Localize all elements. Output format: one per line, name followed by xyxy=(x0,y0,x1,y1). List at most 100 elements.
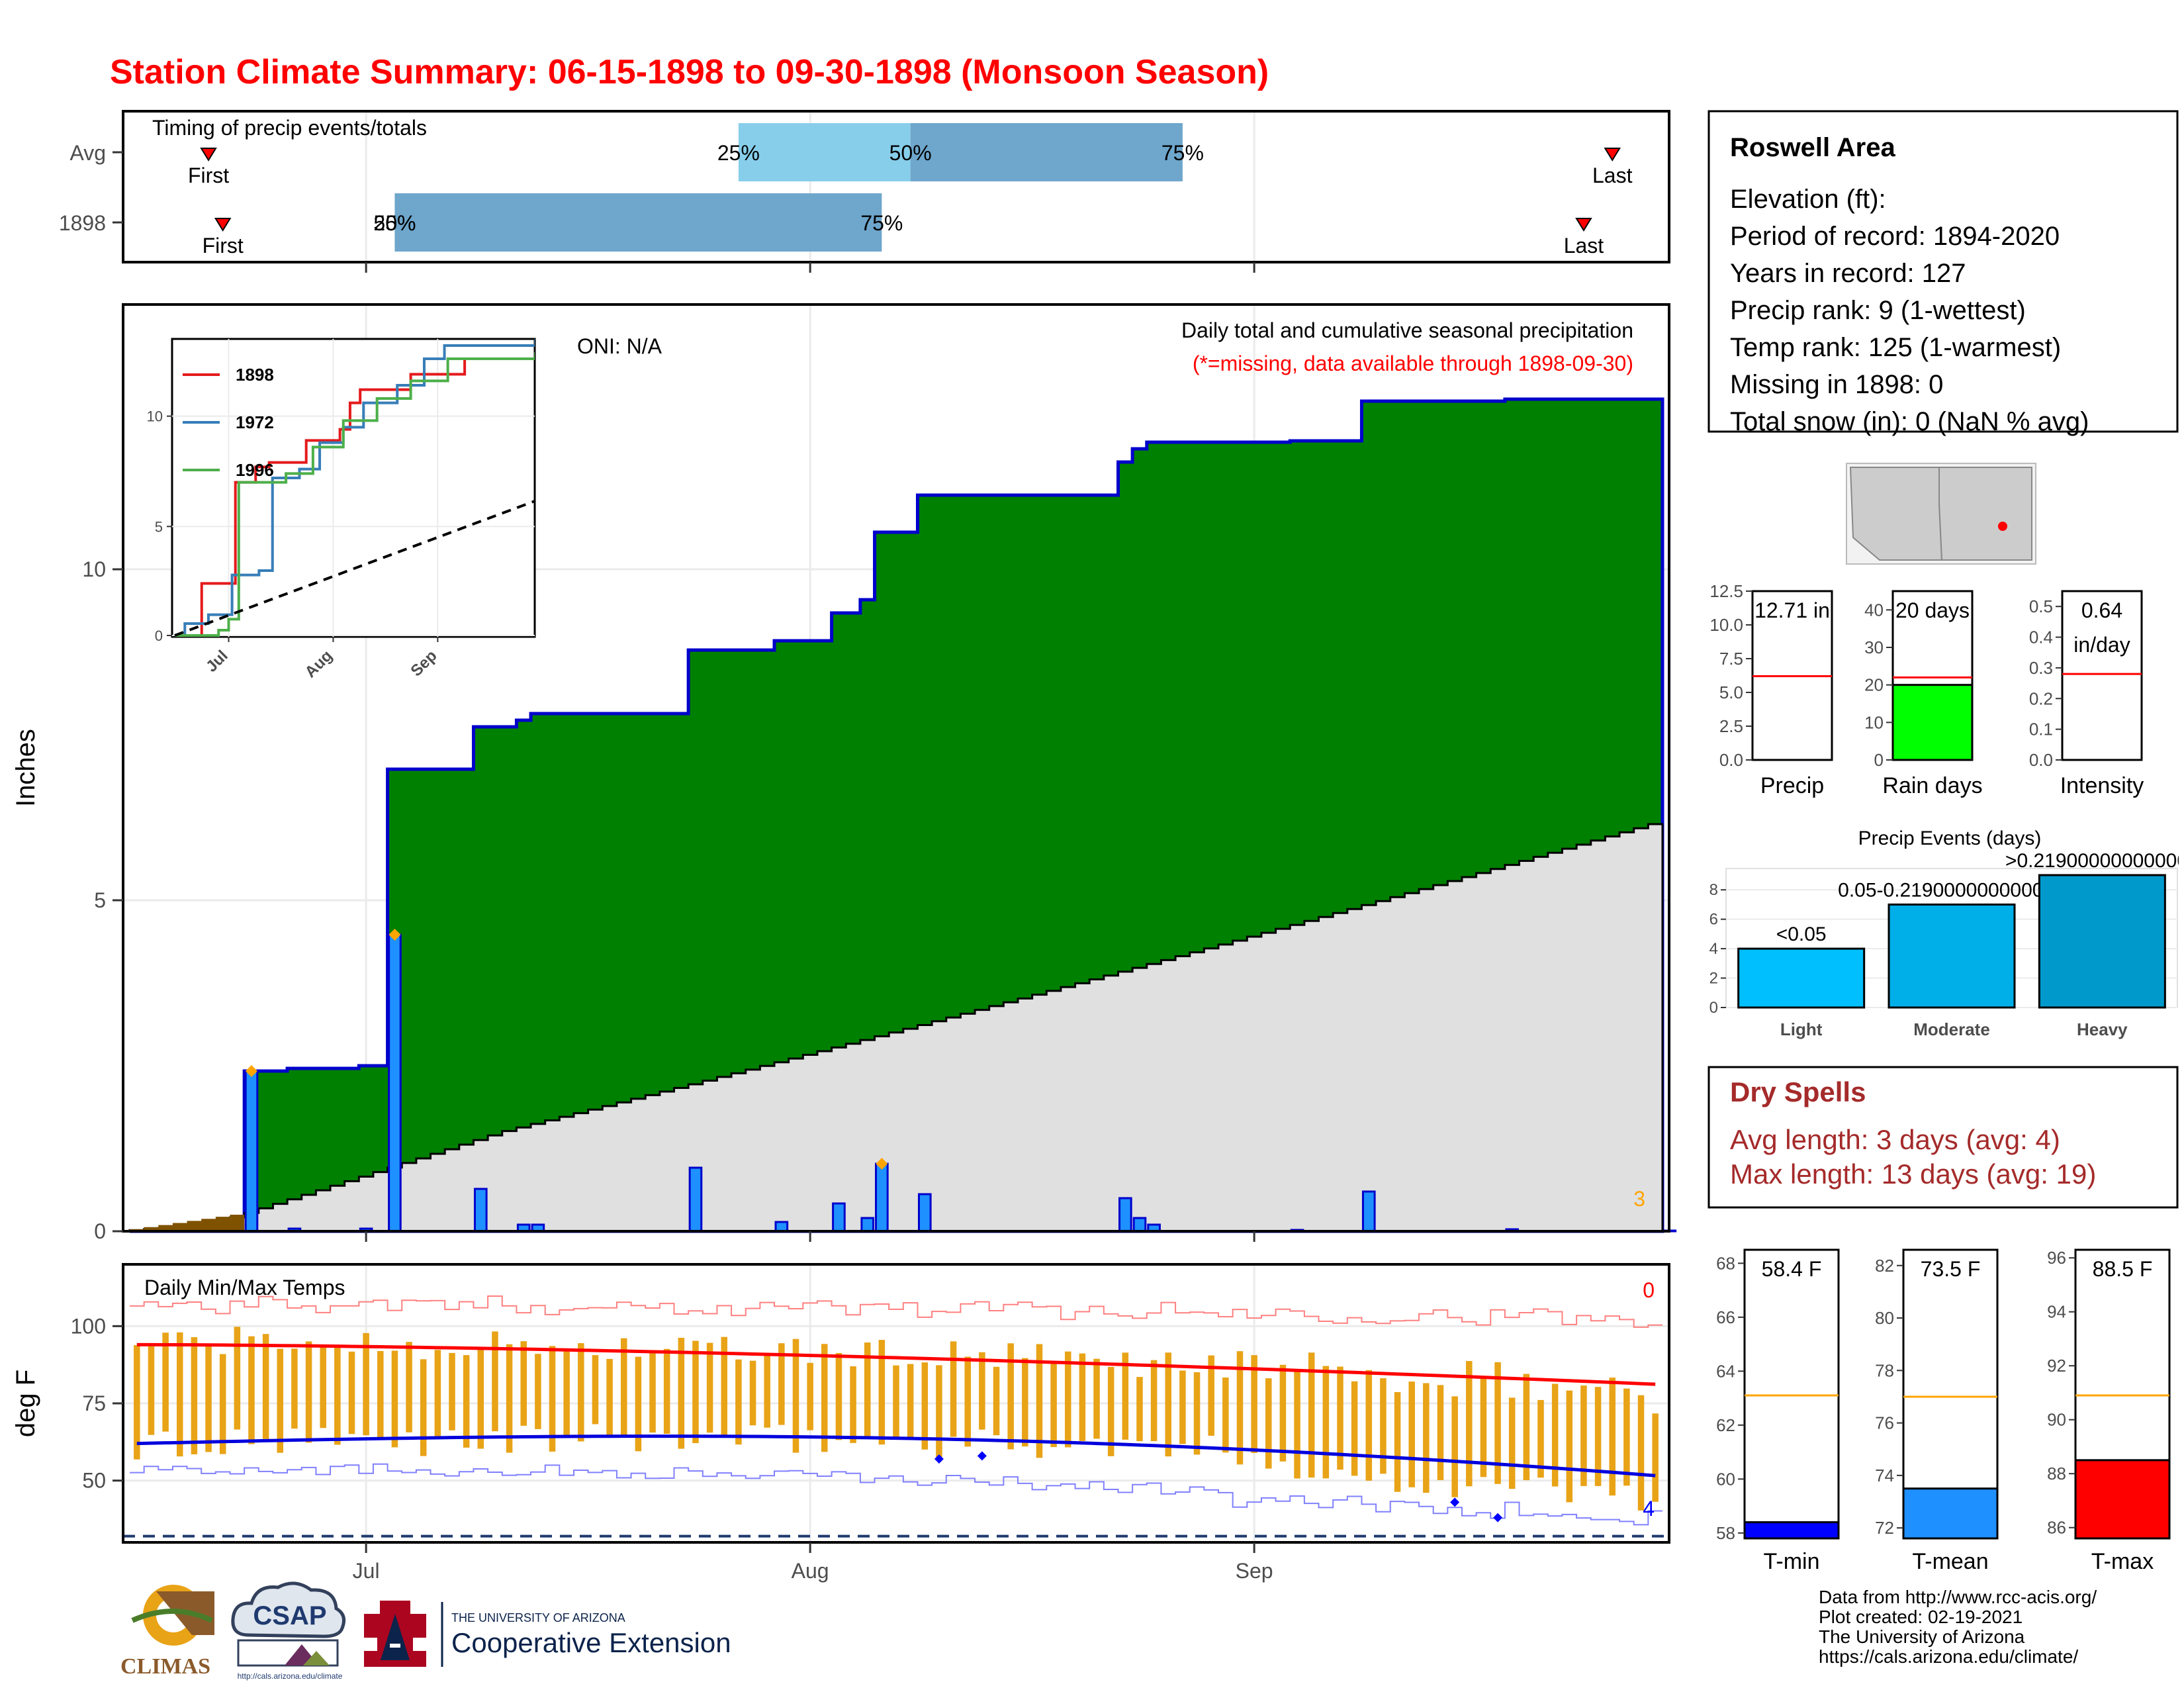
daily-temp-range-bar xyxy=(1609,1378,1616,1496)
tmean-gauge-tick-label: 74 xyxy=(1875,1466,1894,1485)
intensity-gauge-value-label-2: in/day xyxy=(2073,633,2130,657)
timing-year-first-label: First xyxy=(203,234,244,258)
tmean-gauge-value-label: 73.5 F xyxy=(1921,1257,1981,1281)
tmin-gauge-label: T-min xyxy=(1764,1549,1820,1574)
daily-temp-range-bar xyxy=(864,1342,871,1437)
tmax-gauge-tick-label: 92 xyxy=(2047,1356,2066,1376)
tmax-gauge: 86 88 90 92 94 96 88.5 F T-max xyxy=(2047,1248,2171,1574)
precip-events-tick-label: 2 xyxy=(1709,970,1718,988)
timing-avg-p25-label: 25% xyxy=(717,141,760,165)
daily-temp-range-bar xyxy=(1279,1364,1287,1462)
precip-events-title: Precip Events (days) xyxy=(1858,827,2042,849)
daily-temp-range-bar xyxy=(506,1344,513,1453)
daily-temp-range-bar xyxy=(535,1354,541,1429)
daily-temp-range-bar xyxy=(1136,1377,1143,1442)
record-high-line xyxy=(130,1295,1662,1328)
daily-temp-range-bar xyxy=(1351,1381,1358,1476)
daily-temp-range-bar xyxy=(635,1356,642,1452)
precip-events-bar-label: <0.05 xyxy=(1776,923,1827,945)
raindays-gauge-tick-label: 40 xyxy=(1864,600,1884,620)
tmin-gauge-frame xyxy=(1743,1248,1840,1540)
tmean-gauge-tick-label: 82 xyxy=(1875,1256,1894,1276)
daily-temp-range-bar xyxy=(1365,1370,1373,1481)
precip-gauge-value-label: 12.71 in xyxy=(1754,598,1830,622)
timing-row-year: 1898 xyxy=(59,211,106,235)
tmin-gauge: 58 60 62 64 66 68 58.4 F T-min xyxy=(1716,1248,1840,1574)
daily-temp-range-bar xyxy=(1423,1383,1430,1493)
daily-precip-bar xyxy=(473,1188,488,1233)
daily-temp-range-bar xyxy=(1594,1387,1602,1486)
timing-year-last-label: Last xyxy=(1564,234,1604,258)
tmax-gauge-tick-label: 90 xyxy=(2047,1410,2066,1430)
daily-temp-range-bar xyxy=(363,1333,369,1436)
daily-temp-range-bar xyxy=(449,1352,455,1430)
csap-logo-text: CSAP xyxy=(253,1601,326,1630)
daily-temp-range-bar xyxy=(1394,1391,1401,1492)
daily-temp-range-bar xyxy=(463,1355,470,1448)
daily-temp-range-bar xyxy=(592,1355,599,1425)
inset-series-line-1972 xyxy=(175,339,535,637)
precip-gauge-tick-label: 2.5 xyxy=(1719,716,1743,736)
station-info-box: Roswell Area Elevation (ft): Period of re… xyxy=(1707,110,2179,436)
record-low-line xyxy=(130,1463,1662,1526)
daily-temp-range-bar xyxy=(893,1365,899,1440)
daily-temp-range-bar xyxy=(1251,1355,1257,1454)
precip-events-tick-label: 6 xyxy=(1709,911,1718,929)
precip-gauge-tick-label: 7.5 xyxy=(1719,649,1743,669)
temp-y-tick-label: 50 xyxy=(82,1469,106,1493)
station-line-6: Missing in 1898: 0 xyxy=(1730,370,1943,399)
temp-ylabel: deg F xyxy=(11,1370,40,1437)
ua-logo: THE UNIVERSITY OF ARIZONA Cooperative Ex… xyxy=(364,1601,731,1667)
daily-temp-range-bar xyxy=(549,1346,556,1452)
main-corner-count: 3 xyxy=(1633,1187,1645,1211)
timing-avg-bar-50-75 xyxy=(910,123,1183,181)
daily-temp-range-bar xyxy=(1451,1396,1458,1497)
temp-x-tick-label: Jul xyxy=(353,1559,380,1583)
station-line-7: Total snow (in): 0 (NaN % avg) xyxy=(1730,407,2089,436)
timing-avg-last-label: Last xyxy=(1592,164,1633,187)
intensity-gauge-frame xyxy=(2061,590,2143,761)
main-annotation-title: Daily total and cumulative seasonal prec… xyxy=(1181,318,1633,342)
precip-events-bar-heavy xyxy=(2038,874,2166,1009)
precip-events-bar-light xyxy=(1737,947,1866,1009)
daily-precip-bar xyxy=(832,1202,846,1233)
daily-temp-range-bar xyxy=(606,1358,613,1437)
daily-temp-range-bar xyxy=(305,1341,312,1443)
daily-temp-range-bar xyxy=(663,1348,670,1434)
daily-temp-range-bar xyxy=(936,1365,942,1458)
inset-average-line xyxy=(174,500,535,637)
daily-precip-bar xyxy=(1361,1190,1376,1233)
temp-x-tick-label: Aug xyxy=(792,1559,829,1583)
daily-temp-range-bar xyxy=(1193,1372,1201,1455)
daily-temp-range-bar xyxy=(850,1366,856,1443)
daily-temp-range-bar xyxy=(1294,1369,1300,1479)
daily-precip-flag xyxy=(388,929,401,941)
intensity-gauge-tick-label: 0.0 xyxy=(2029,750,2053,770)
daily-precip-bar xyxy=(1132,1217,1147,1233)
daily-temp-range-bar xyxy=(420,1359,427,1456)
precip-events-bar-label: >0.219000000000000 xyxy=(2005,850,2184,872)
tmax-gauge-tick-label: 96 xyxy=(2047,1248,2066,1268)
daily-temp-range-bar xyxy=(1022,1358,1028,1447)
timing-label: Timing of precip events/totals xyxy=(152,116,427,140)
daily-temp-range-bar xyxy=(1508,1397,1516,1489)
precip-gauge-label: Precip xyxy=(1760,773,1824,798)
average-max-temp-line xyxy=(136,1342,1656,1386)
raindays-gauge: 0 10 20 30 40 20 days Rain days xyxy=(1864,590,1983,798)
intensity-gauge-tick-label: 0.4 xyxy=(2029,628,2053,647)
daily-temp-range-bar xyxy=(706,1342,713,1433)
station-line-1: Elevation (ft): xyxy=(1730,185,1886,214)
daily-temp-range-bar xyxy=(520,1341,527,1426)
station-location-marker xyxy=(1998,522,2007,531)
daily-temp-range-bar xyxy=(148,1346,155,1435)
tmean-gauge-value-bar xyxy=(1902,1487,1999,1540)
main-ylabel: Inches xyxy=(11,729,40,807)
station-line-3: Years in record: 127 xyxy=(1730,259,1966,288)
timing-avg-first-marker xyxy=(200,148,217,162)
daily-temp-range-bar xyxy=(1637,1395,1645,1511)
figure-title: Station Climate Summary: 06-15-1898 to 0… xyxy=(110,53,1269,91)
inset-legend-label-1972: 1972 xyxy=(236,412,274,432)
climas-logo: CLIMAS xyxy=(120,1585,214,1679)
daily-temp-range-bar xyxy=(921,1362,929,1450)
tmin-gauge-tick-label: 64 xyxy=(1716,1361,1735,1381)
